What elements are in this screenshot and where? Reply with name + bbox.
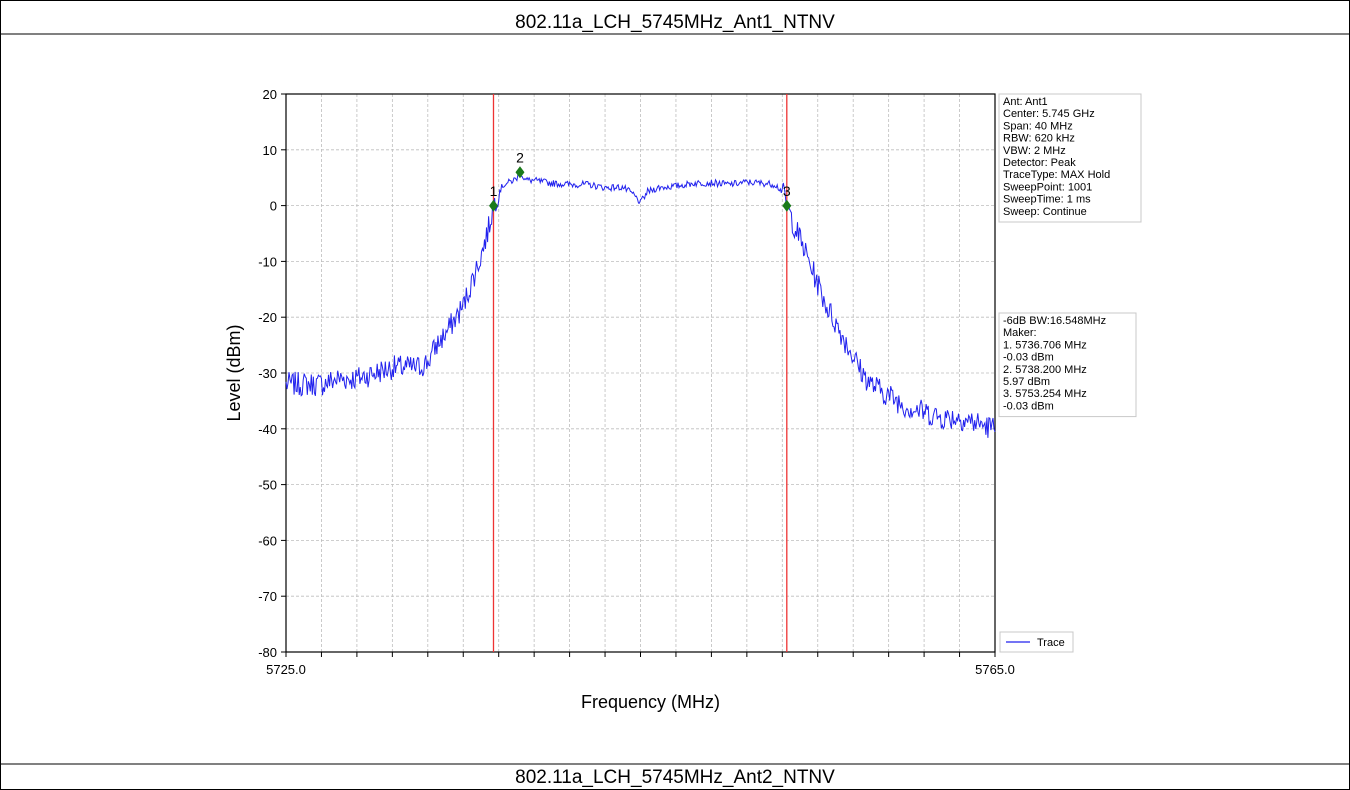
- marker-box-line: 5.97 dBm: [1003, 376, 1050, 388]
- trace-line: [285, 171, 996, 438]
- y-tick-label: -20: [258, 310, 277, 325]
- y-tick-label: -70: [258, 589, 277, 604]
- marker-box-line: -0.03 dBm: [1003, 400, 1054, 412]
- cell-title: 802.11a_LCH_5745MHz_Ant1_NTNV: [515, 12, 835, 33]
- info-box-line: Span: 40 MHz: [1003, 120, 1073, 132]
- marker-box-border: [998, 312, 1137, 418]
- x-tick-label: 5725.0: [266, 662, 306, 677]
- trace: [285, 171, 996, 438]
- info-box-line: SweepPoint: 1001: [1003, 181, 1092, 193]
- marker-label: 2: [516, 149, 524, 165]
- marker-label: 3: [783, 183, 791, 199]
- marker-box-line: 1. 5736.706 MHz: [1003, 339, 1087, 351]
- marker-point: [488, 199, 498, 212]
- y-tick-label: -30: [258, 366, 277, 381]
- y-tick-label: -60: [258, 533, 277, 548]
- marker-box-line: 2. 5738.200 MHz: [1003, 364, 1087, 376]
- info-box-border: [998, 93, 1142, 223]
- y-tick-label: 0: [270, 199, 277, 214]
- info-box-line: VBW: 2 MHz: [1003, 145, 1066, 157]
- y-axis-label: Level (dBm): [224, 324, 244, 421]
- marker-box-line: 3. 5753.254 MHz: [1003, 388, 1087, 400]
- marker-point: [782, 199, 792, 212]
- info-box-line: Center: 5.745 GHz: [1003, 108, 1095, 120]
- y-tick-label: 20: [263, 87, 277, 102]
- marker-label: 1: [490, 183, 498, 199]
- next-cell-title: 802.11a_LCH_5745MHz_Ant2_NTNV: [515, 767, 835, 788]
- y-tick-label: -40: [258, 422, 277, 437]
- marker-point: [515, 166, 525, 179]
- plot-frame: [285, 93, 996, 653]
- legend-box: [999, 631, 1074, 653]
- y-tick-label: -10: [258, 254, 277, 269]
- grid: [286, 94, 995, 652]
- info-box-line: Ant: Ant1: [1003, 96, 1048, 108]
- info-box-line: RBW: 620 kHz: [1003, 133, 1075, 145]
- info-box-line: TraceType: MAX Hold: [1003, 169, 1110, 181]
- marker-box-line: Maker:: [1003, 327, 1037, 339]
- info-box-line: Detector: Peak: [1003, 157, 1076, 169]
- legend-label: Trace: [1037, 637, 1065, 649]
- y-tick-label: -50: [258, 478, 277, 493]
- markers: 1 2 3: [488, 149, 792, 212]
- marker-box-line: -0.03 dBm: [1003, 352, 1054, 364]
- y-tick-label: 10: [263, 143, 277, 158]
- axes: 20 10 0 -10 -20 -30 -40 -50 -60 -70 -80 5725.0 5765.…: [224, 87, 1015, 712]
- marker-lines: [492, 94, 788, 652]
- x-axis-label: Frequency (MHz): [581, 692, 720, 712]
- x-tick-label: 5765.0: [975, 662, 1015, 677]
- marker-box-line: -6dB BW:16.548MHz: [1003, 315, 1106, 327]
- info-box-line: Sweep: Continue: [1003, 206, 1087, 218]
- y-tick-label: -80: [258, 645, 277, 660]
- info-box-line: SweepTime: 1 ms: [1003, 194, 1091, 206]
